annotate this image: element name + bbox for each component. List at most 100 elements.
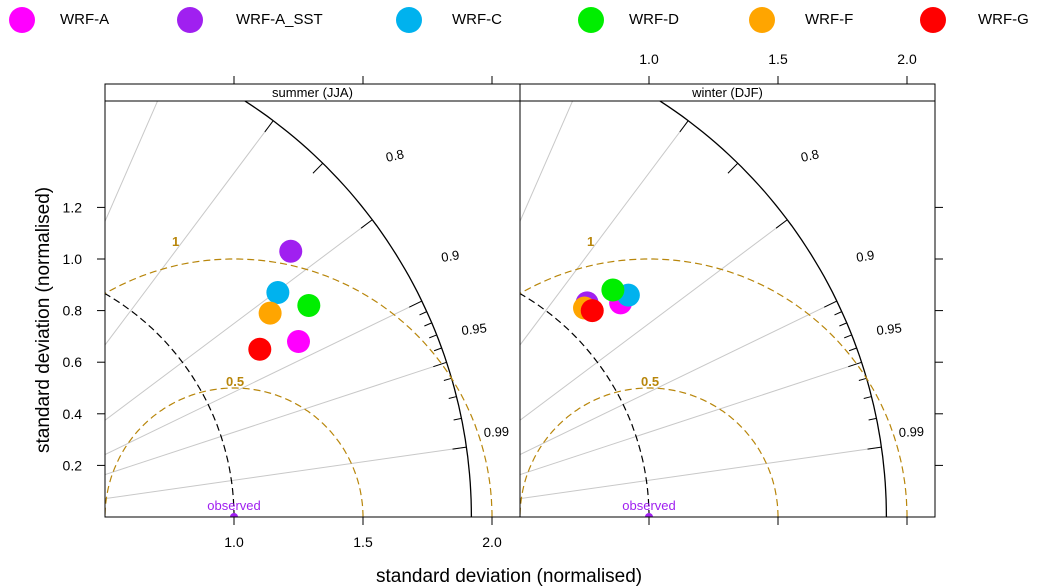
correlation-line [105,120,274,346]
data-point-wrf-a_sst [279,239,303,263]
rms-label: 1 [587,234,594,249]
legend-label-wrf-f: WRF-F [805,11,854,28]
rms-arc [520,387,779,517]
outer-arc [658,101,888,517]
legend-marker-wrf-a [9,7,35,33]
rms-arc [105,387,364,517]
panel-plot-area: 1 0.5 0.8 0.9 0.95 0.99 observed [391,24,924,517]
correlation-tick [419,311,427,316]
x-tick-label: 1.0 [224,534,244,550]
correlation-tick [867,446,882,450]
correlation-tick [868,417,877,421]
y-axis-label: standard deviation (normalised) [33,186,54,453]
correlation-tick [448,396,457,400]
correlation-tick [453,417,462,421]
correlation-tick [120,44,124,57]
rms-label: 1 [172,234,179,249]
data-point-wrf-f [258,301,282,325]
data-point-wrf-g [248,337,272,361]
data-point-wrf-c [266,281,290,305]
observed-sd-arc [520,292,650,517]
y-tick-label: 0.2 [63,457,83,473]
correlation-tick [409,300,423,308]
correlation-tick [727,162,739,174]
correlation-tick [169,63,175,76]
correlation-tick [839,322,847,327]
rms-arc [520,258,908,517]
correlation-tick [775,219,788,229]
rms-arc [105,258,493,517]
y-tick-label: 0.6 [63,354,83,370]
correlation-tick [858,377,867,382]
panel-winter: 1 0.5 0.8 0.9 0.95 0.99 observed winter (DJF) 1.… [391,24,943,525]
correlation-label: 0.99 [483,424,509,440]
correlation-label: 0.99 [898,424,924,440]
correlation-label: 0.8 [384,146,405,165]
panel-title: winter (DJF) [691,85,763,100]
correlation-line [520,219,788,421]
correlation-line [520,101,574,223]
observed-point [645,513,653,517]
correlation-tick [72,32,75,46]
x-tick-label: 1.0 [639,51,659,67]
observed-label: observed [622,498,675,513]
correlation-tick [452,446,467,450]
correlation-label: 0.9 [855,247,875,265]
correlation-line [520,446,882,500]
correlation-tick [848,347,857,352]
observed-sd-arc [105,292,235,517]
correlation-line [105,361,447,476]
x-tick-label: 1.5 [353,534,373,550]
y-tick-label: 1.2 [63,199,83,215]
correlation-label: 0.95 [876,320,903,338]
correlation-label: 0.95 [461,320,488,338]
rms-label: 0.5 [226,374,244,389]
observed-label: observed [207,498,260,513]
panel-plot-area: 1 0.5 0.8 0.9 0.95 0.99 observed [24,24,509,517]
data-point-wrf-g [580,299,604,323]
observed-point [230,513,238,517]
data-point-wrf-d [297,293,321,317]
correlation-line [105,101,159,223]
correlation-tick [679,120,689,133]
legend: WRF-A WRF-A_SST WRF-C WRF-D WRF-F WRF-G [0,0,1037,40]
x-axis-label: standard deviation (normalised) [376,566,643,587]
y-tick-label: 1.0 [63,251,83,267]
correlation-tick [535,44,539,57]
x-tick-label: 2.0 [897,51,917,67]
legend-label-wrf-g: WRF-G [978,11,1029,28]
data-point-wrf-d [601,278,625,302]
data-point-wrf-a [287,330,310,354]
panel-title: summer (JJA) [272,85,353,100]
correlation-tick [443,377,452,382]
correlation-tick [424,322,432,327]
correlation-line [520,300,838,456]
legend-label-wrf-d: WRF-D [629,11,679,28]
panel-strip [519,83,936,102]
correlation-tick [360,219,373,229]
correlation-tick [433,347,442,352]
correlation-tick [487,32,490,46]
correlation-line [105,300,423,456]
y-tick-label: 0.8 [63,303,83,319]
correlation-line [520,361,862,476]
correlation-tick [264,120,274,133]
correlation-line [520,120,689,346]
correlation-label: 0.9 [440,247,460,265]
correlation-line [391,32,490,517]
correlation-tick [844,334,852,339]
correlation-tick [433,361,447,368]
y-tick-label: 0.4 [63,406,83,422]
correlation-tick [24,24,25,38]
correlation-label: 0.8 [799,146,820,165]
rms-label: 0.5 [641,374,659,389]
correlation-tick [834,311,842,316]
panel-summer: 1 0.5 0.8 0.9 0.95 0.99 observed summer (JJA) 1.… [24,24,521,550]
legend-marker-wrf-f [749,7,775,33]
correlation-tick [863,396,872,400]
correlation-tick [312,162,324,174]
correlation-tick [439,24,440,38]
legend-marker-wrf-d [578,7,604,33]
outer-arc [243,101,473,517]
